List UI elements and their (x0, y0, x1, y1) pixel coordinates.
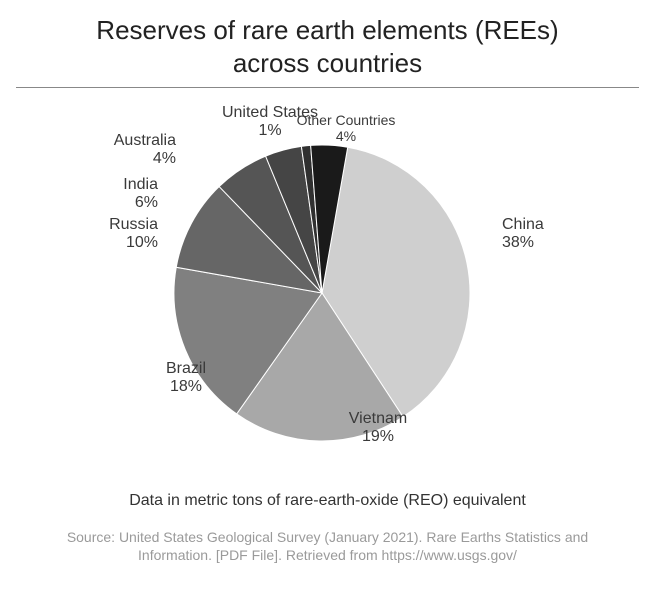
slice-percent: 10% (109, 234, 158, 252)
chart-subtitle: Data in metric tons of rare-earth-oxide … (0, 492, 655, 510)
slice-label: Brazil18% (166, 360, 206, 397)
chart-container: Reserves of rare earth elements (REEs) a… (0, 0, 655, 602)
chart-title: Reserves of rare earth elements (REEs) a… (0, 0, 655, 79)
slice-percent: 4% (297, 128, 396, 144)
pie-svg (0, 88, 655, 488)
slice-name: Russia (109, 216, 158, 234)
slice-name: Australia (114, 132, 176, 150)
slice-label: India6% (123, 176, 158, 213)
slice-label: Australia4% (114, 132, 176, 169)
slice-percent: 4% (114, 150, 176, 168)
slice-percent: 18% (166, 378, 206, 396)
slice-label: Other Countries4% (297, 112, 396, 144)
slice-percent: 38% (502, 234, 544, 252)
title-line-1: Reserves of rare earth elements (REEs) (96, 15, 558, 45)
slice-name: India (123, 176, 158, 194)
source-citation: Source: United States Geological Survey … (40, 528, 615, 564)
slice-percent: 19% (349, 428, 407, 446)
slice-name: Vietnam (349, 410, 407, 428)
pie-chart: China38%Vietnam19%Brazil18%Russia10%Indi… (0, 88, 655, 488)
slice-label: Vietnam19% (349, 410, 407, 447)
slice-label: Russia10% (109, 216, 158, 253)
slice-name: Brazil (166, 360, 206, 378)
slice-name: China (502, 216, 544, 234)
slice-percent: 6% (123, 194, 158, 212)
title-line-2: across countries (233, 48, 422, 78)
slice-name: Other Countries (297, 112, 396, 128)
slice-label: China38% (502, 216, 544, 253)
